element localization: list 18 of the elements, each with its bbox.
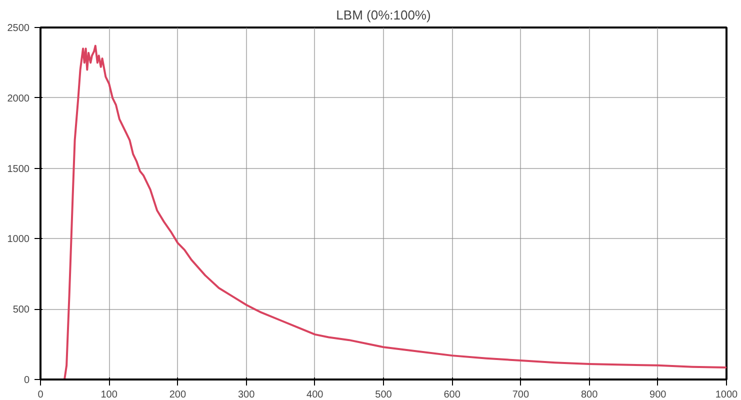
x-tick-label: 800 [580, 390, 598, 400]
x-tick-label: 1000 [715, 390, 738, 400]
x-tick-label: 600 [444, 390, 461, 400]
y-tick-label: 1000 [7, 234, 30, 246]
x-tick-label: 300 [238, 390, 256, 400]
chart-title: LBM (0%:100%) [336, 8, 431, 22]
y-tick-label: 2500 [7, 23, 30, 34]
x-tick-label: 900 [650, 390, 667, 400]
y-tick-label: 1500 [7, 164, 30, 175]
x-tick-label: 400 [306, 390, 324, 400]
x-tick-label: 0 [38, 390, 44, 400]
x-tick-label: 100 [100, 390, 118, 400]
x-tick-label: 500 [375, 390, 392, 400]
y-tick-label: 2000 [7, 93, 30, 104]
y-tick-label: 500 [12, 304, 30, 316]
x-tick-label: 200 [169, 390, 186, 400]
x-tick-label: 700 [512, 390, 530, 400]
y-tick-label: 0 [24, 375, 30, 386]
